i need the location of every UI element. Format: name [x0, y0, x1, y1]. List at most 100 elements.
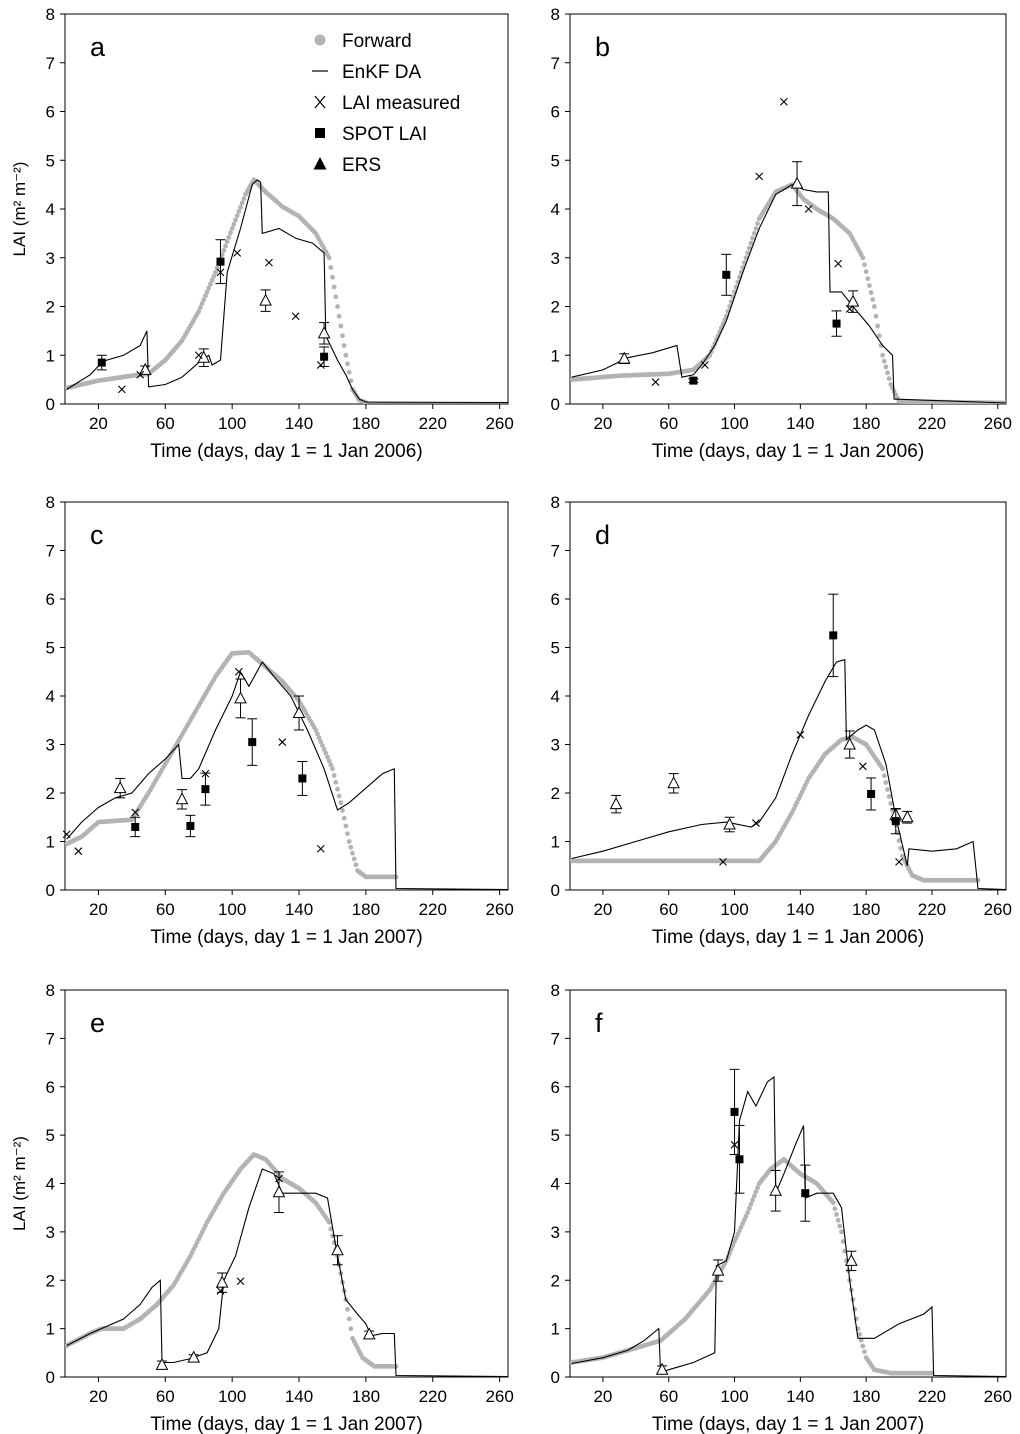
lai-measured-point: [278, 738, 287, 746]
spot-lai-point: [891, 817, 900, 826]
forward-point: [343, 823, 349, 829]
y-tick-label: 4: [46, 1175, 55, 1194]
legend-forward-icon: [314, 34, 326, 46]
y-tick-label: 8: [551, 493, 560, 512]
x-tick-label: 220: [419, 414, 447, 433]
forward-point: [198, 305, 203, 310]
plot-area-e: [65, 1152, 508, 1377]
forward-point: [733, 1235, 739, 1241]
forward-point: [204, 289, 210, 295]
forward-point: [743, 1213, 749, 1219]
x-tick-label: 180: [352, 900, 380, 919]
y-tick-label: 5: [551, 151, 560, 170]
y-tick-label: 6: [551, 103, 560, 122]
lai-measured-point: [62, 830, 71, 839]
x-tick-label: 260: [984, 1387, 1012, 1406]
forward-point: [880, 766, 886, 772]
ers-point: [272, 1185, 286, 1198]
y-tick-label: 1: [46, 833, 55, 852]
plot-area-b: [570, 182, 1006, 404]
panel-f: 0 1 2 3 4 5 6 7 8 20 60 100 140 180 220 260 Time (days, …: [551, 981, 1012, 1434]
forward-point: [206, 285, 212, 291]
forward-point: [209, 277, 215, 283]
spot-lai-point: [689, 376, 698, 385]
forward-point: [318, 739, 324, 744]
x-axis-label: Time (days, day 1 = 1 Jan 2007): [652, 1414, 924, 1434]
forward-point: [832, 1206, 838, 1212]
y-tick-label: 1: [551, 1320, 560, 1339]
y-tick-label: 2: [551, 1271, 560, 1290]
lai-measured-point: [233, 248, 242, 257]
forward-point: [735, 1231, 741, 1237]
forward-point: [888, 800, 894, 806]
forward-point: [740, 1221, 746, 1226]
ers-point: [155, 1357, 169, 1370]
ers-point: [711, 1263, 725, 1276]
forward-point: [751, 230, 757, 236]
y-tick-label: 0: [551, 881, 560, 900]
forward-point: [333, 294, 339, 300]
forward-point: [338, 323, 344, 329]
y-tick-label: 0: [551, 1368, 560, 1387]
x-tick-label: 140: [285, 900, 313, 919]
forward-point: [199, 301, 205, 306]
enkf-da-line-c: [66, 661, 508, 890]
forward-point: [755, 221, 760, 227]
forward-point: [858, 1337, 864, 1343]
legend-label-measured: LAI measured: [342, 93, 460, 114]
legend-label-forward: Forward: [342, 31, 412, 52]
forward-series-e: [65, 1152, 399, 1369]
y-tick-label: 7: [46, 542, 55, 561]
forward-point: [328, 1226, 334, 1232]
forward-point: [326, 255, 332, 261]
forward-point: [353, 862, 359, 868]
x-tick-label: 60: [659, 1387, 678, 1406]
panel-e: 0 1 2 3 4 5 6 7 8 20 60 100 140 180 220 260 Time (days, …: [10, 981, 514, 1434]
forward-point: [238, 204, 243, 210]
forward-point: [323, 750, 329, 756]
forward-point: [750, 1197, 756, 1203]
x-tick-label: 220: [918, 1387, 946, 1406]
forward-point: [223, 243, 228, 249]
forward-point: [862, 262, 867, 268]
lai-measured-point: [719, 857, 727, 866]
forward-point: [883, 780, 889, 786]
forward-point: [326, 758, 332, 764]
ers-point: [790, 176, 804, 189]
ers-point: [900, 810, 914, 823]
forward-point: [835, 1217, 841, 1223]
lai-measured-point: [131, 808, 140, 817]
forward-point: [315, 731, 320, 737]
lai-measured-point: [804, 205, 813, 213]
forward-point: [737, 1228, 742, 1234]
spot-lai-point: [320, 352, 329, 361]
x-tick-label: 140: [285, 414, 313, 433]
legend: Forward EnKF DA LAI measured SPOT LAI ERS: [298, 16, 484, 188]
ers-point: [138, 362, 152, 375]
x-tick-label: 20: [89, 900, 108, 919]
x-tick-label: 100: [720, 414, 748, 433]
legend-background: [298, 16, 484, 188]
forward-point: [228, 230, 233, 236]
forward-point: [313, 727, 319, 733]
panel-c: 0 1 2 3 4 5 6 7 8 20 60 100 140 180 220 260 Time (days, …: [46, 493, 514, 948]
lai-measured-point: [845, 305, 854, 313]
y-axis-label: LAI (m² m⁻²): [10, 162, 29, 257]
lai-measured-point: [701, 361, 709, 369]
x-tick-label: 140: [786, 414, 814, 433]
y-tick-label: 3: [551, 1223, 560, 1242]
x-axis-label: Time (days, day 1 = 1 Jan 2007): [150, 1414, 422, 1434]
forward-point: [755, 1185, 760, 1191]
forward-point: [873, 313, 879, 319]
x-tick-label: 100: [720, 900, 748, 919]
lai-measured-point: [275, 1174, 283, 1183]
spot-lai-point: [201, 785, 210, 794]
y-tick-label: 7: [46, 1029, 55, 1048]
forward-point: [226, 234, 232, 240]
x-tick-label: 100: [218, 414, 246, 433]
x-tick-label: 180: [852, 414, 880, 433]
ers-point: [723, 817, 736, 830]
ers-point: [845, 1253, 858, 1266]
ers-point: [215, 1275, 229, 1288]
legend-label-enkf: EnKF DA: [342, 62, 422, 83]
